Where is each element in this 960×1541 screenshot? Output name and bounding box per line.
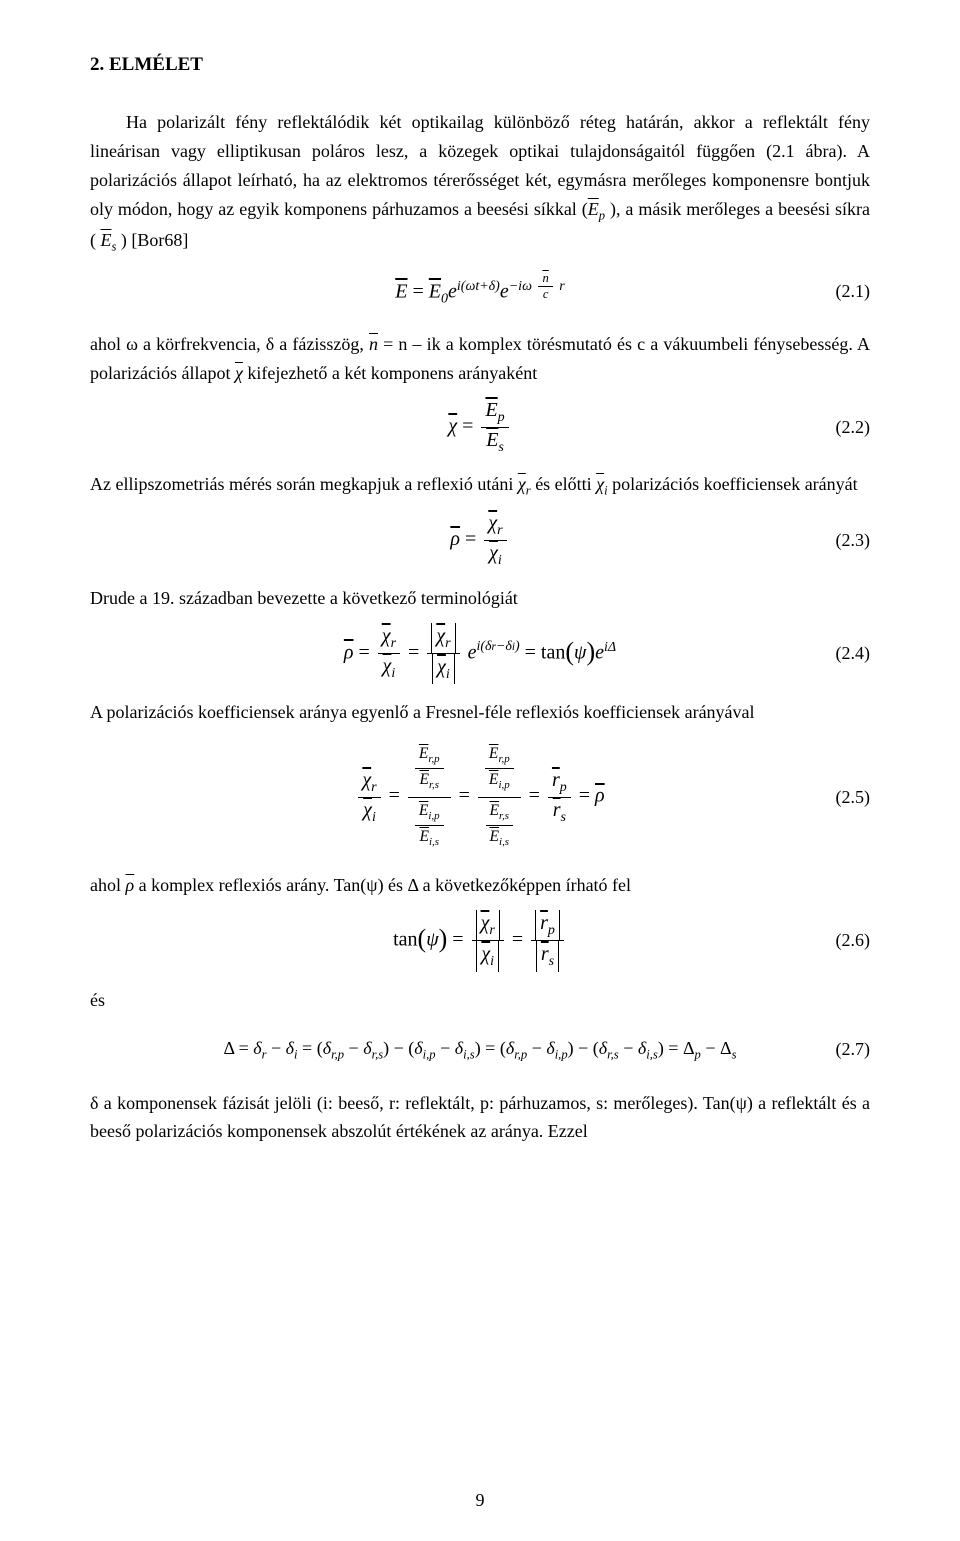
paragraph-3: Az ellipszometriás mérés során megkapjuk… [90, 470, 870, 501]
paragraph-7: és [90, 986, 870, 1015]
p1-ep: E [588, 199, 599, 219]
eq5-body: χr χi = Er,p Er,s Ei,p Ei,s = Er,p [355, 741, 604, 853]
p6-rho: ρ [126, 875, 135, 895]
p6-b: a komplex reflexiós arány. Tan(ψ) és Δ a… [134, 875, 631, 895]
eq5-number: (2.5) [836, 783, 871, 812]
paragraph-1: Ha polarizált fény reflektálódik két opt… [90, 108, 870, 256]
p3-chii: χ [596, 474, 604, 494]
p3-chir: χ [518, 474, 526, 494]
p3-b: és előtti [531, 474, 597, 494]
eq3-number: (2.3) [836, 526, 871, 555]
equation-2-6: tan(ψ) = χr χi = rp rs (2.6) [90, 910, 870, 972]
p2-c: kifejezhető a két komponens arányaként [243, 363, 537, 383]
paragraph-2: ahol ω a körfrekvencia, δ a fázisszög, n… [90, 330, 870, 388]
eq6-body: tan(ψ) = χr χi = rp rs [393, 910, 567, 972]
eq6-number: (2.6) [836, 926, 871, 955]
p1-text-end: ) [Bor68] [116, 230, 188, 250]
eq7-number: (2.7) [836, 1035, 871, 1064]
eq2-number: (2.2) [836, 413, 871, 442]
paragraph-5: A polarizációs koefficiensek aránya egye… [90, 698, 870, 727]
paragraph-4: Drude a 19. században bevezette a követk… [90, 584, 870, 613]
eq1-body: E = E0ei(ωt+δ)e−iω nc r [395, 271, 564, 311]
equation-2-7: Δ = δr − δi = (δr,p − δr,s) − (δi,p − δi… [90, 1025, 870, 1075]
paragraph-6: ahol ρ a komplex reflexiós arány. Tan(ψ)… [90, 871, 870, 900]
eq7-body: Δ = δr − δi = (δr,p − δr,s) − (δi,p − δi… [224, 1034, 737, 1065]
p2-n: n [369, 334, 378, 354]
eq3-body: ρ = χr χi [450, 511, 509, 570]
p2-a: ahol ω a körfrekvencia, δ a fázisszög, [90, 334, 369, 354]
p2-chi: χ [235, 363, 243, 383]
p3-a: Az ellipszometriás mérés során megkapjuk… [90, 474, 518, 494]
equation-2-1: E = E0ei(ωt+δ)e−iω nc r (2.1) [90, 266, 870, 316]
eq4-number: (2.4) [836, 639, 871, 668]
p3-c: polarizációs koefficiensek arányát [608, 474, 858, 494]
p6-a: ahol [90, 875, 126, 895]
page-number: 9 [0, 1486, 960, 1515]
equation-2-3: ρ = χr χi (2.3) [90, 511, 870, 570]
section-heading: 2. ELMÉLET [90, 50, 870, 80]
eq1-number: (2.1) [836, 277, 871, 306]
eq2-body: χ = Ep Es [448, 398, 511, 457]
equation-2-5: χr χi = Er,p Er,s Ei,p Ei,s = Er,p [90, 737, 870, 857]
eq4-body: ρ = χr χi = χr χi ei(δr−δi) = tan(ψ)eiΔ [344, 623, 616, 685]
equation-2-4: ρ = χr χi = χr χi ei(δr−δi) = tan(ψ)eiΔ … [90, 623, 870, 685]
paragraph-8: δ a komponensek fázisát jelöli (i: beeső… [90, 1089, 870, 1147]
p1-es: E [101, 230, 112, 250]
equation-2-2: χ = Ep Es (2.2) [90, 398, 870, 457]
